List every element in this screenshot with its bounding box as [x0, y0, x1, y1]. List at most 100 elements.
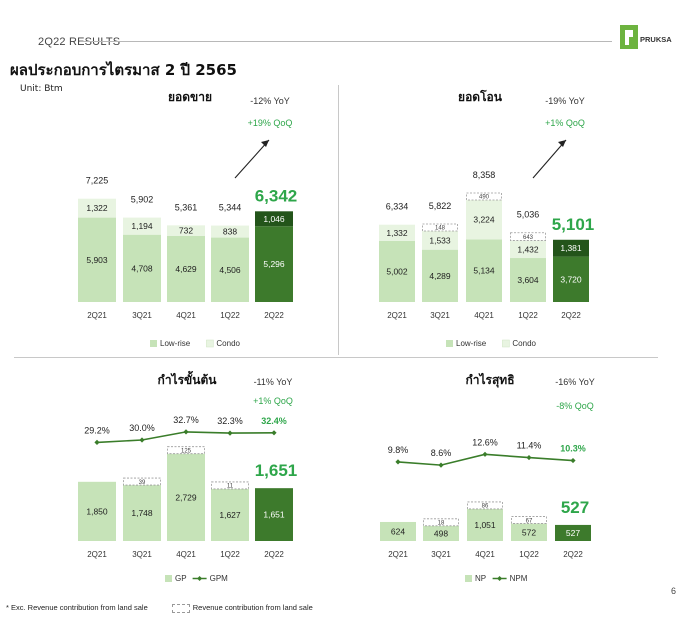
net-profit-pct-1Q22: 11.4% [517, 441, 542, 451]
presales-xtick-1Q22: 1Q22 [220, 311, 240, 320]
net-profit-marker-3Q21 [438, 462, 444, 468]
presales-value-condo-4Q21: 732 [179, 226, 193, 236]
net-profit-land-sale-1Q22 [511, 516, 547, 524]
transfers-value-condo-3Q21: 1,533 [429, 235, 451, 245]
net-profit-bar-np-1Q22 [511, 523, 547, 541]
transfers-land-sale-value-1Q22: 643 [523, 235, 534, 241]
transfers-legend-swatch-condo [502, 339, 510, 348]
net-profit-marker-2Q22 [570, 457, 576, 464]
gross-profit-bar-gp-2Q22 [255, 488, 293, 541]
gross-profit-pct-2Q21: 29.2% [84, 425, 110, 435]
transfers-value-condo-1Q22: 1,432 [517, 244, 539, 254]
gross-profit-pct-4Q21: 32.7% [173, 415, 199, 425]
transfers-legend-condo: Condo [512, 339, 536, 348]
net-profit-land-sale-4Q21 [467, 501, 503, 510]
presales-value-condo-3Q21: 1,194 [131, 221, 153, 231]
divider-vertical [338, 85, 339, 355]
transfers-total-2Q21: 6,334 [386, 202, 409, 212]
net-profit-pct-2Q21: 9.8% [388, 445, 409, 455]
transfers-value-low-rise-3Q21: 4,289 [429, 271, 451, 281]
net-profit-title: กำไรสุทธิ [465, 372, 514, 388]
presales-legend-swatch-low-rise [150, 340, 157, 347]
transfers-value-low-rise-2Q22: 3,720 [560, 274, 582, 284]
net-profit-xtick-3Q21: 3Q21 [431, 550, 451, 559]
gross-profit-title: กำไรขั้นต้น [158, 370, 218, 387]
gross-profit-xtick-4Q21: 4Q21 [176, 550, 196, 559]
presales-total-1Q22: 5,344 [219, 203, 242, 213]
net-profit-legend-np: NP [475, 574, 486, 583]
transfers-total-1Q22: 5,036 [517, 210, 540, 220]
gross-profit-xtick-3Q21: 3Q21 [132, 550, 152, 559]
presales-bar-condo-2Q21 [78, 198, 116, 218]
gross-profit-latest-value: 1,651 [255, 461, 298, 480]
presales-value-low-rise-4Q21: 4,629 [175, 264, 197, 274]
transfers-value-low-rise-2Q21: 5,002 [386, 266, 408, 276]
presales-value-condo-2Q22: 1,046 [263, 214, 285, 224]
gross-profit-land-sale-4Q21 [167, 446, 205, 455]
transfers-qoq: +1% QoQ [545, 118, 585, 128]
transfers-land-sale-1Q22 [510, 232, 546, 241]
net-profit-pct-4Q21: 12.6% [472, 437, 498, 447]
presales-value-condo-2Q21: 1,322 [86, 203, 108, 213]
transfers-value-low-rise-1Q22: 3,604 [517, 275, 539, 285]
presales-arrow-head [261, 140, 269, 147]
net-profit-legend-swatch-np [465, 575, 472, 582]
gross-profit-xtick-1Q22: 1Q22 [220, 550, 240, 559]
net-profit-yoy: -16% YoY [555, 377, 595, 387]
net-profit-value-np-2Q22: 527 [566, 528, 580, 538]
presales-bar-condo-3Q21 [123, 217, 161, 235]
transfers-title: ยอดโอน [458, 89, 503, 104]
net-profit-marker-2Q21 [395, 459, 401, 465]
gross-profit-legend-swatch-gp [165, 575, 172, 582]
presales-legend-low-rise: Low-rise [160, 339, 191, 348]
transfers-bar-condo-2Q21 [379, 224, 415, 241]
transfers-arrow-head [558, 140, 566, 147]
transfers-yoy: -19% YoY [545, 96, 585, 106]
presales-bar-condo-2Q22 [255, 211, 293, 227]
net-profit-qoq: -8% QoQ [556, 401, 594, 411]
presales-value-low-rise-3Q21: 4,708 [131, 263, 153, 273]
gross-profit-land-sale-3Q21 [123, 477, 161, 486]
transfers-legend-swatch-low-rise [446, 340, 453, 347]
transfers-value-condo-2Q21: 1,332 [386, 228, 408, 238]
net-profit-bar-np-3Q21 [423, 525, 459, 541]
gross-profit-bar-gp-3Q21 [123, 485, 161, 541]
transfers-bar-condo-3Q21 [422, 230, 458, 250]
net-profit-land-sale-value-1Q22: 67 [526, 518, 533, 524]
header-rule [80, 41, 612, 42]
unit-label: Unit: Btm [20, 84, 63, 94]
presales-xtick-3Q21: 3Q21 [132, 311, 152, 320]
net-profit-legend-marker-npm [497, 576, 503, 581]
gross-profit-pct-1Q22: 32.3% [217, 416, 243, 426]
presales-legend-swatch-condo [206, 339, 214, 348]
presales-qoq: +19% QoQ [248, 118, 293, 128]
page-number-partial: 6 [671, 586, 677, 596]
net-profit-xtick-4Q21: 4Q21 [475, 550, 495, 559]
net-profit-value-np-3Q21: 498 [434, 528, 448, 538]
transfers-land-sale-value-3Q21: 148 [435, 226, 446, 232]
gross-profit-legend-gp: GP [175, 574, 187, 583]
transfers-bar-low-rise-2Q22 [553, 256, 589, 302]
presales-total-2Q21: 7,225 [86, 176, 109, 186]
transfers-legend-low-rise: Low-rise [456, 339, 487, 348]
footnote-dashed-box [171, 603, 190, 613]
gross-profit-legend-gpm: GPM [210, 574, 229, 583]
net-profit-land-sale-value-3Q21: 18 [438, 521, 445, 527]
page-title: ผลประกอบการไตรมาส 2 ปี 2565 [10, 61, 237, 79]
gross-profit-land-sale-value-1Q22: 11 [227, 484, 234, 490]
transfers-xtick-2Q21: 2Q21 [387, 311, 407, 320]
net-profit-value-np-4Q21: 1,051 [474, 520, 496, 530]
transfers-land-sale-4Q21 [466, 192, 502, 201]
gross-profit-value-gp-1Q22: 1,627 [219, 510, 241, 520]
transfers-total-3Q21: 5,822 [429, 201, 452, 211]
presales-bar-low-rise-3Q21 [123, 234, 161, 302]
gross-profit-value-gp-4Q21: 2,729 [175, 492, 197, 502]
gross-profit-bar-gp-2Q21 [78, 481, 116, 541]
presales-yoy: -12% YoY [250, 96, 290, 106]
transfers-xtick-3Q21: 3Q21 [430, 311, 450, 320]
divider-horizontal [14, 357, 658, 358]
transfers-land-sale-3Q21 [422, 223, 458, 232]
section-title: 2Q22 RESULTS [38, 36, 121, 48]
net-profit-bar-np-2Q21 [380, 521, 416, 541]
